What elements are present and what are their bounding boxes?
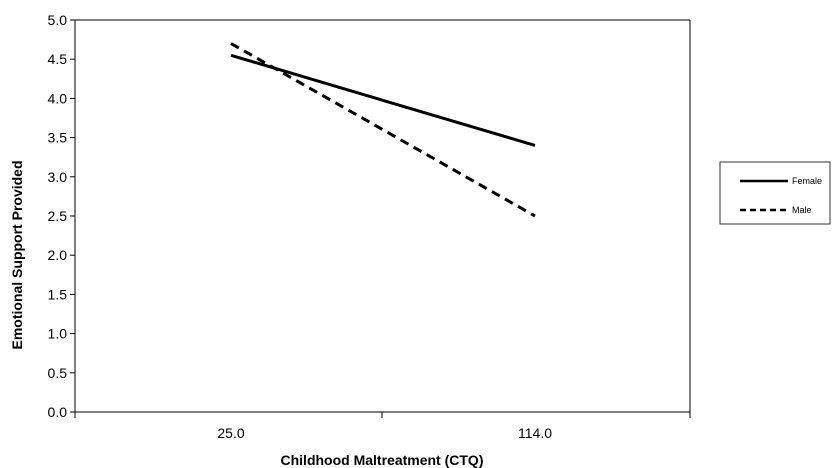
- y-tick-label: 4.0: [48, 90, 68, 106]
- legend-box: [719, 161, 831, 225]
- plot-area: [74, 19, 691, 413]
- series-line-male: [230, 42, 536, 218]
- y-tick-label: 1.5: [48, 286, 68, 302]
- y-axis-ticks: 0.0 0.5 1.0 1.5 2.0 2.5 3.0 3.5 4.0 4.5 5.0: [48, 12, 75, 420]
- x-axis-ticks: 25.0 114.0: [74, 412, 691, 441]
- y-tick-label: 3.0: [48, 169, 68, 185]
- y-tick-label: 1.0: [48, 326, 68, 342]
- y-tick-label: 0.0: [48, 404, 68, 420]
- y-tick-label: 2.5: [48, 208, 68, 224]
- x-tick-label: 25.0: [217, 425, 244, 441]
- y-tick-label: 5.0: [48, 12, 68, 28]
- legend-label-female: Female: [792, 176, 822, 186]
- series-lines: [230, 42, 536, 218]
- y-axis-title: Emotional Support Provided: [9, 160, 25, 349]
- y-tick-label: 2.0: [48, 247, 68, 263]
- y-tick-label: 4.5: [48, 51, 68, 67]
- legend: Female Male: [719, 161, 831, 225]
- x-axis-title: Childhood Maltreatment (CTQ): [281, 452, 484, 468]
- y-tick-label: 0.5: [48, 365, 68, 381]
- legend-label-male: Male: [792, 205, 812, 215]
- y-tick-label: 3.5: [48, 130, 68, 146]
- series-line-female: [230, 53, 536, 147]
- x-tick-label: 114.0: [518, 425, 552, 441]
